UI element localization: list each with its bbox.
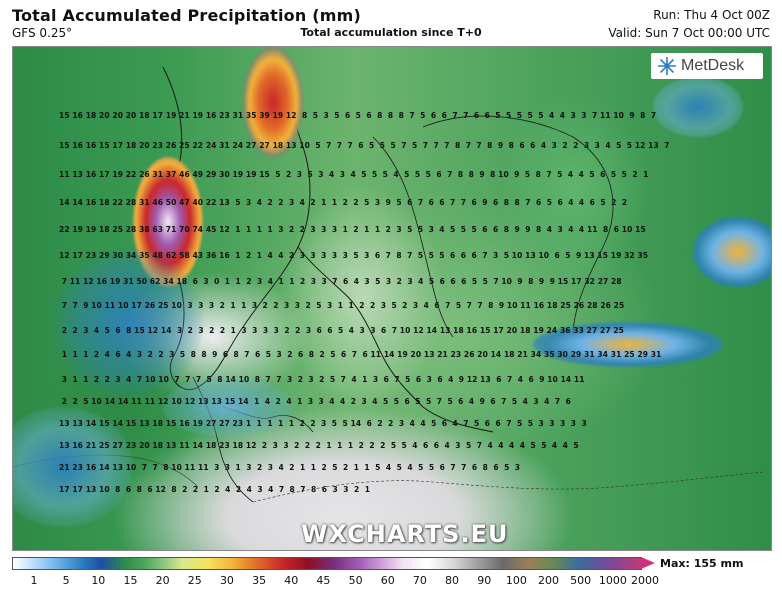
rain-band-coast-blue xyxy=(53,247,203,397)
colorbar-tick-label: 2000 xyxy=(631,574,659,587)
rain-band-norway-north xyxy=(243,47,303,157)
colorbar-tick-label: 10 xyxy=(91,574,106,587)
grid-values-row: 14 14 16 18 22 28 31 46 50 47 40 22 13 5… xyxy=(59,198,628,207)
colorbar-tick-label: 200 xyxy=(538,574,560,587)
grid-values-row: 7 11 12 16 19 31 50 62 34 18 6 3 0 1 1 2… xyxy=(59,277,622,286)
max-value-label: Max: 155 mm xyxy=(660,557,744,570)
colorbar-tick-label: 80 xyxy=(445,574,460,587)
grid-values-row: 7 7 9 10 11 10 17 26 25 10 3 3 3 2 1 1 3… xyxy=(59,301,625,310)
grid-values-row: 21 23 16 14 13 10 7 7 8 10 11 11 3 3 1 3… xyxy=(59,463,521,472)
rain-band-russia xyxy=(533,322,723,367)
chart-title: Total Accumulated Precipitation (mm) xyxy=(12,6,361,25)
colorbar-tick-label: 15 xyxy=(123,574,138,587)
colorbar-tick-label: 100 xyxy=(505,574,527,587)
colorbar-tick-label: 5 xyxy=(62,574,70,587)
colorbar-tick-label: 20 xyxy=(155,574,170,587)
colorbar-tick-label: 1000 xyxy=(598,574,627,587)
wxcharts-watermark: WXCHARTS.EU xyxy=(301,520,509,548)
valid-time: Valid: Sun 7 Oct 00:00 UTC xyxy=(608,26,770,40)
grid-values-row: 15 16 16 15 17 18 20 23 26 25 22 24 31 2… xyxy=(59,141,670,150)
rain-band-east xyxy=(693,217,771,287)
colorbar-tick-label: 70 xyxy=(412,574,427,587)
grid-values-row: 11 13 16 17 19 22 26 31 37 46 49 29 30 1… xyxy=(59,170,649,179)
grid-values-row: 12 17 23 29 30 34 35 48 62 58 43 36 16 1… xyxy=(59,251,649,260)
metdesk-logo-text: MetDesk xyxy=(681,57,745,74)
grid-values-row: 2 2 5 10 14 14 11 11 12 10 12 13 13 15 1… xyxy=(59,397,571,406)
chart-subtitle: Total accumulation since T+0 xyxy=(300,26,482,39)
precipitation-map: 15 16 18 20 20 20 18 17 19 21 19 16 23 3… xyxy=(12,46,772,551)
rain-band-northeast xyxy=(653,77,743,137)
colorbar-max-arrow xyxy=(641,557,655,569)
colorbar-tick-label: 25 xyxy=(187,574,202,587)
grid-values-row: 22 19 19 18 25 28 38 63 71 70 74 45 12 1… xyxy=(59,225,646,234)
rain-band-southwest xyxy=(13,407,133,527)
legend: Max: 155 mm 1 5 10 15 20 25 30 35 40 45 50 60 70 80 90… xyxy=(0,552,782,600)
colorbar-tick-label: 35 xyxy=(252,574,267,587)
colorbar-tick-label: 500 xyxy=(570,574,592,587)
grid-values-row: 1 1 1 2 4 6 4 3 2 2 3 5 8 8 9 6 8 7 6 5 … xyxy=(59,350,662,359)
grid-values-row: 2 2 3 4 5 6 8 15 12 14 3 2 3 2 2 1 3 3 3… xyxy=(59,326,624,335)
colorbar-tick-label: 60 xyxy=(380,574,395,587)
grid-values-row: 13 16 21 25 27 23 20 18 13 11 14 18 23 1… xyxy=(59,441,579,450)
grid-values-row: 15 16 18 20 20 20 18 17 19 21 19 16 23 3… xyxy=(59,111,657,120)
colorbar-tick-label: 90 xyxy=(477,574,492,587)
rain-band-denmark xyxy=(163,377,293,437)
colorbar-tick-label: 45 xyxy=(316,574,331,587)
metdesk-logo: MetDesk xyxy=(651,53,763,79)
grid-values-row: 13 13 14 15 14 15 13 18 15 16 19 27 27 2… xyxy=(59,419,587,428)
colorbar-tick-label: 30 xyxy=(219,574,234,587)
model-label: GFS 0.25° xyxy=(12,26,73,40)
colorbar-tick-label: 40 xyxy=(284,574,299,587)
colorbar-tick-label: 1 xyxy=(30,574,38,587)
colorbar-tick-label: 50 xyxy=(348,574,363,587)
grid-values-row: 17 17 13 10 8 6 8 6 12 8 2 2 1 2 4 2 4 3… xyxy=(59,485,371,494)
metdesk-icon xyxy=(658,57,676,75)
grid-values-row: 3 1 1 2 2 3 4 7 10 10 7 7 7 5 8 14 10 8 … xyxy=(59,375,585,384)
precipitation-colorbar xyxy=(12,557,642,570)
chart-header: Total Accumulated Precipitation (mm) GFS… xyxy=(0,0,782,46)
run-time: Run: Thu 4 Oct 00Z xyxy=(653,8,770,22)
